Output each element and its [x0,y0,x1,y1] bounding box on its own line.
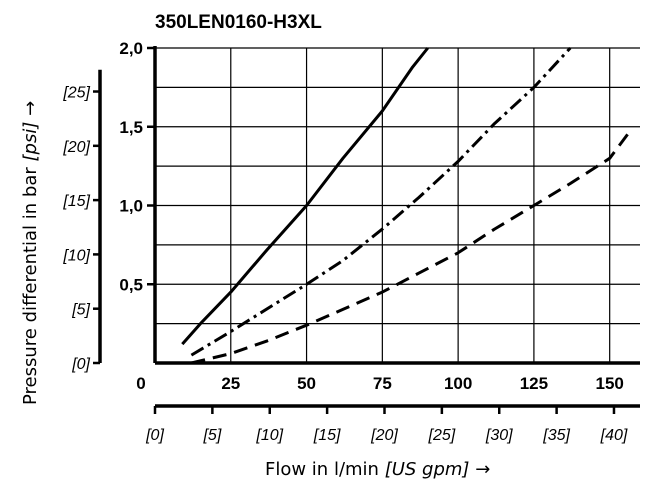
gpm-tick-label: [10] [255,427,283,444]
x-tick-label: 50 [297,374,316,393]
gpm-tick-label: [0] [145,427,164,444]
x-ticks-lmin: 0 25 50 75 100 125 150 [136,374,624,393]
y-ticks-psi: [0] [5] [10] [15] [20] [25] [62,85,100,373]
y-tick-label: 1,0 [119,197,143,216]
y-tick-label: 2,0 [119,39,143,58]
psi-tick-label: [0] [71,356,90,373]
gpm-tick-label: [35] [542,427,570,444]
x-tick-label: 25 [221,374,240,393]
series-curve-dashed [191,129,633,365]
psi-tick-label: [25] [62,85,90,102]
x-tick-label: 75 [373,374,392,393]
axes [98,46,640,408]
psi-tick-label: [15] [62,193,90,210]
gpm-tick-label: [30] [485,427,513,444]
x-axis-label: Flow in l/min [US gpm] → [265,459,490,480]
series-group [181,46,633,365]
series-curve-dash-dot [190,46,572,357]
x-axis-label-unit: [US gpm] [385,459,470,480]
gpm-tick-label: [25] [428,427,456,444]
y-axis-label: Pressure differential in bar [psi] → [20,101,41,405]
psi-tick-label: [10] [62,247,90,264]
y-axis-label-text: Pressure differential in bar [20,167,41,405]
gpm-tick-label: [40] [600,427,628,444]
y-tick-label: 1,5 [119,118,143,137]
x-tick-label: 100 [444,374,472,393]
x-tick-label: 150 [596,374,624,393]
gpm-tick-label: [5] [202,427,221,444]
x-tick-label: 125 [520,374,548,393]
grid [155,47,640,363]
chart-title: 350LEN0160-H3XL [155,12,322,33]
y-ticks-bar: 0,5 1,0 1,5 2,0 [119,39,155,294]
x-axis-label-arrow: → [475,459,490,480]
x-axis-label-text: Flow in l/min [265,459,379,480]
gpm-tick-label: [15] [313,427,341,444]
y-axis-label-arrow: → [20,101,41,116]
series-curve-solid [181,47,429,346]
psi-tick-label: [20] [62,139,90,156]
y-axis-label-unit: [psi] [20,122,41,162]
y-tick-label: 0,5 [119,275,143,294]
x-tick-label: 0 [136,374,145,393]
gpm-tick-label: [20] [370,427,398,444]
x-ticks-gpm: [0] [5] [10] [15] [20] [25] [30] [35] [40] [145,406,628,444]
psi-tick-label: [5] [71,302,90,319]
